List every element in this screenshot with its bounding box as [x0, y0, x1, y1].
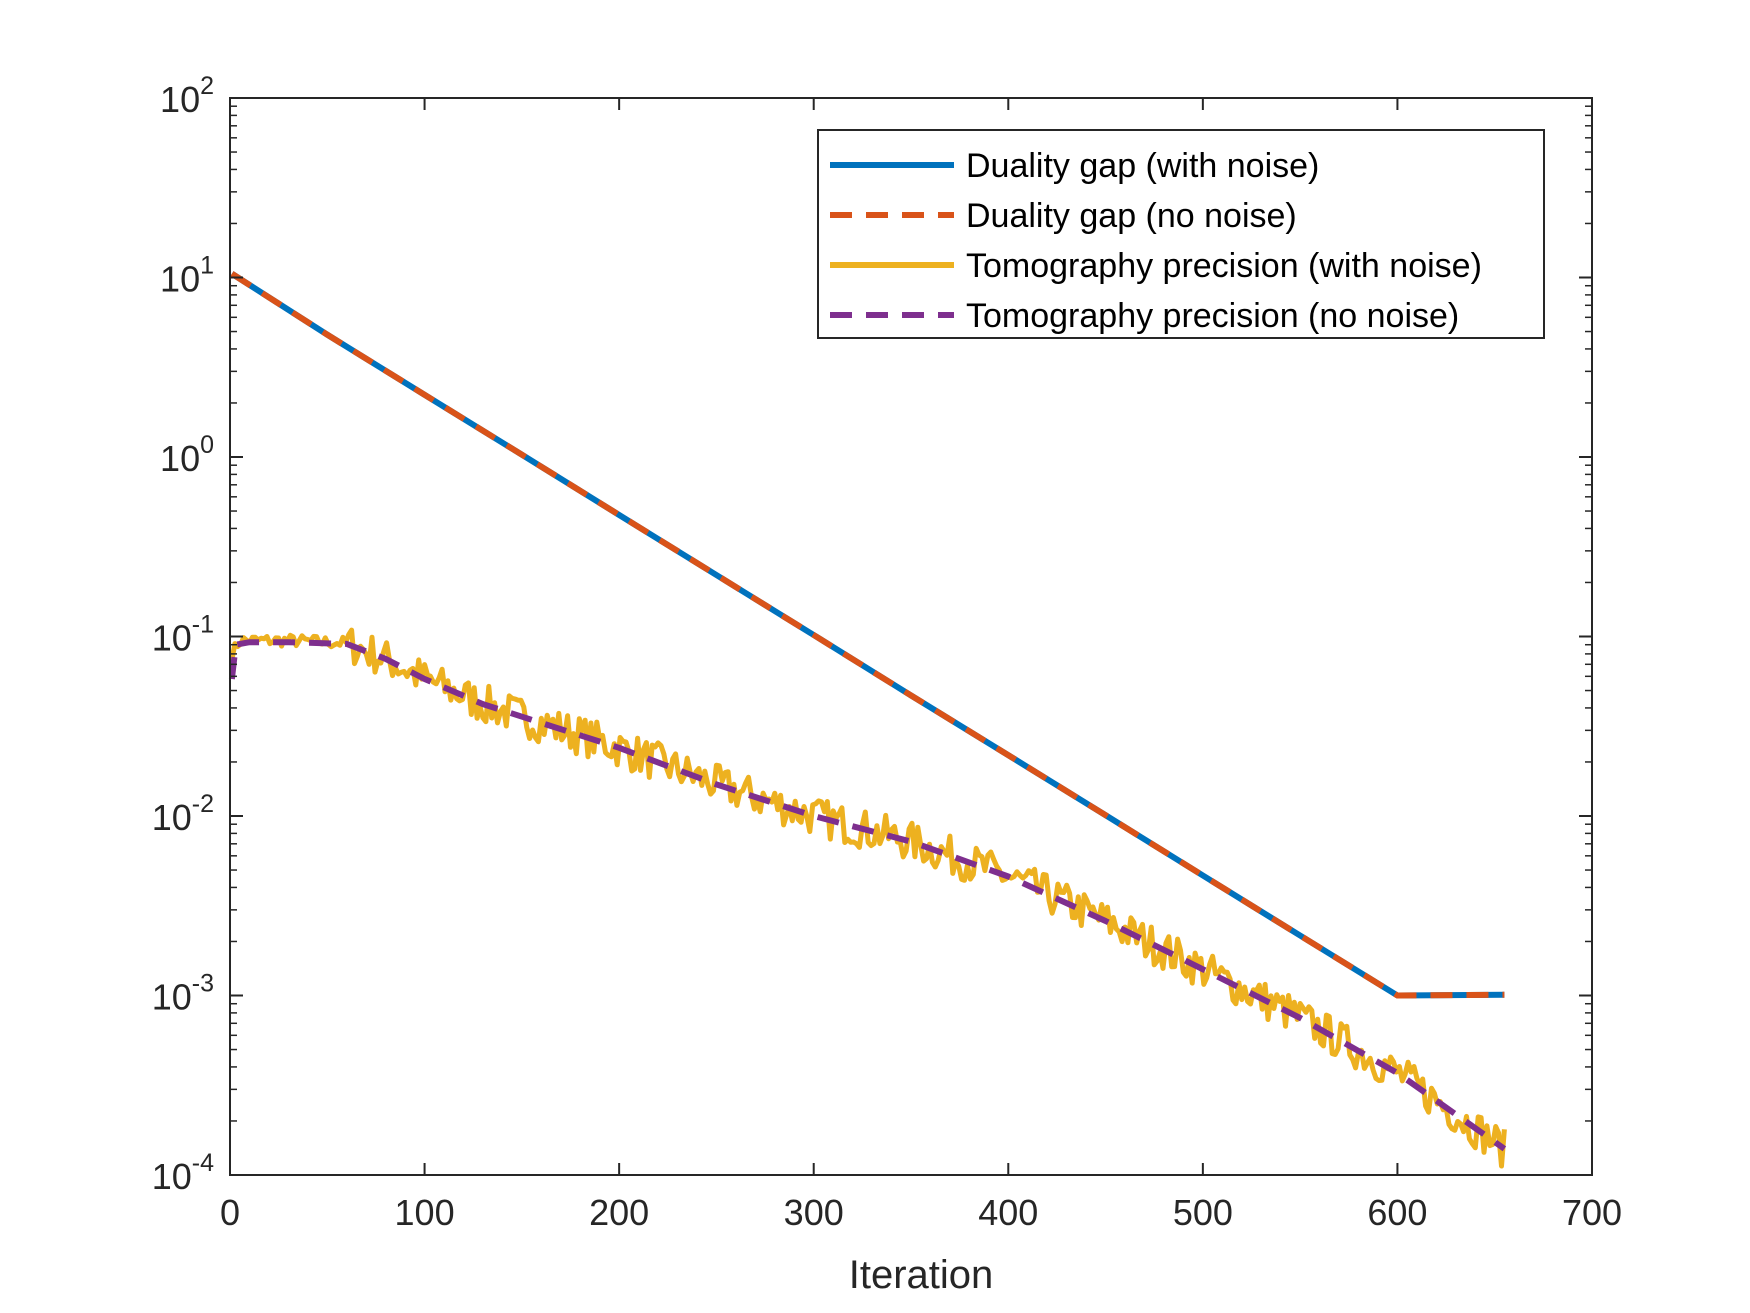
- y-tick-base: 10: [160, 438, 200, 479]
- x-axis: 0 100 200 300 400 500 600 700: [220, 98, 1622, 1233]
- legend-label-3: Tomography precision (with noise): [966, 247, 1482, 285]
- y-tick-base: 10: [152, 618, 192, 659]
- x-tick-label: 0: [220, 1192, 240, 1233]
- x-axis-title: Iteration: [849, 1253, 994, 1297]
- x-tick-label: 500: [1173, 1192, 1233, 1233]
- plot-area: [228, 271, 1507, 1169]
- y-tick-exponent: -2: [192, 790, 214, 818]
- y-tick-label: 101: [160, 252, 214, 300]
- x-tick-label: 600: [1367, 1192, 1427, 1233]
- y-tick-label: 10-2: [152, 790, 214, 838]
- legend-label-2: Duality gap (no noise): [966, 197, 1297, 235]
- x-tick-label: 300: [784, 1192, 844, 1233]
- legend: Duality gap (with noise) Duality gap (no …: [817, 129, 1545, 339]
- y-tick-exponent: 0: [200, 431, 214, 459]
- legend-box: [817, 129, 1545, 339]
- y-tick-label: 10-3: [152, 970, 214, 1018]
- x-tick-label: 700: [1562, 1192, 1622, 1233]
- y-tick-base: 10: [152, 977, 192, 1018]
- x-tick-label: 400: [978, 1192, 1038, 1233]
- y-tick-base: 10: [160, 79, 200, 120]
- y-tick-base: 10: [152, 797, 192, 838]
- series-line-2: [230, 271, 1505, 999]
- y-tick-base: 10: [160, 259, 200, 300]
- y-tick-label: 10-1: [152, 611, 214, 659]
- y-tick-label: 100: [160, 431, 214, 479]
- y-tick-exponent: -1: [192, 611, 214, 639]
- y-tick-label: 10-4: [152, 1149, 214, 1197]
- series-line-1: [230, 271, 1505, 999]
- y-tick-base: 10: [152, 1156, 192, 1197]
- y-tick-exponent: -4: [192, 1149, 214, 1177]
- y-tick-exponent: 1: [200, 252, 214, 280]
- series-line-4: [228, 639, 1507, 1152]
- legend-label-4: Tomography precision (no noise): [966, 297, 1459, 335]
- x-tick-label: 200: [589, 1192, 649, 1233]
- y-tick-label: 102: [160, 72, 214, 120]
- series-line-3: [229, 627, 1507, 1169]
- y-tick-exponent: -3: [192, 970, 214, 998]
- legend-label-1: Duality gap (with noise): [966, 147, 1319, 185]
- y-tick-exponent: 2: [200, 72, 214, 100]
- x-tick-label: 100: [395, 1192, 455, 1233]
